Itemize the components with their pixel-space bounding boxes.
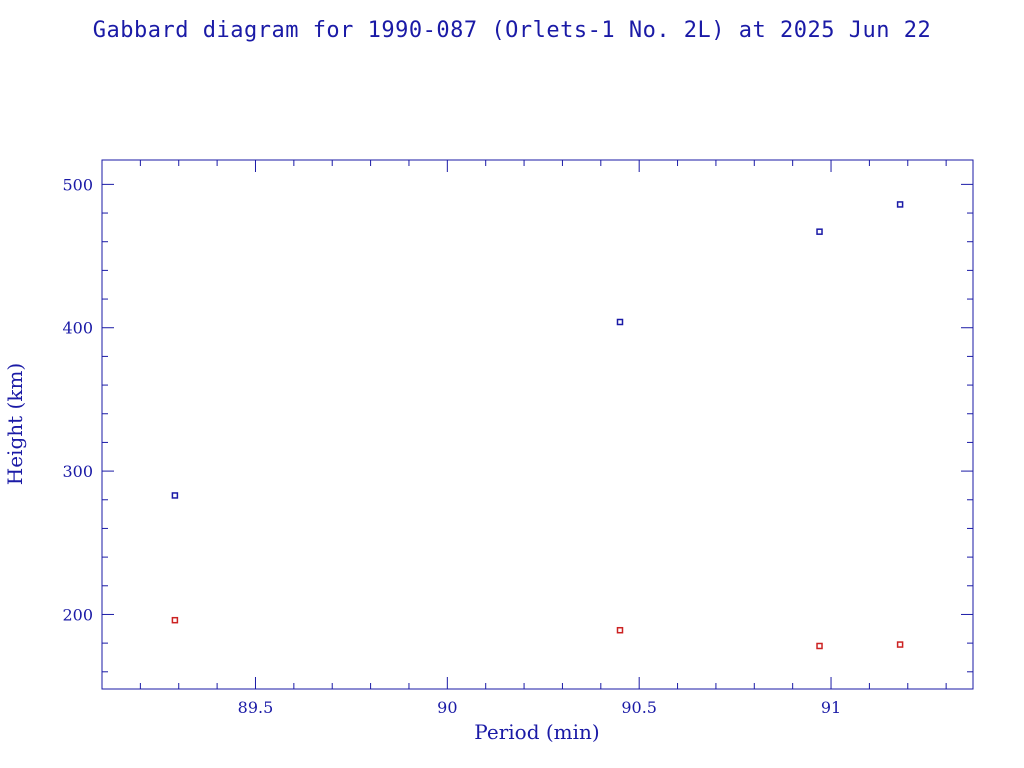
y-tick-label: 500	[62, 175, 93, 194]
y-tick-label: 200	[62, 605, 93, 624]
plot-frame	[101, 159, 974, 690]
axis-ticks	[101, 160, 973, 689]
apogee-point	[616, 318, 624, 326]
apogee-point	[816, 228, 823, 235]
perigee-point	[816, 642, 823, 650]
perigee-point	[171, 616, 179, 624]
x-axis-label: Period (min)	[474, 720, 599, 744]
x-tick-label: 90	[437, 698, 457, 717]
y-axis-label: Height (km)	[3, 363, 27, 485]
x-tick-label: 90.5	[621, 698, 657, 717]
x-tick-label: 89.5	[238, 698, 274, 717]
y-tick-label: 400	[62, 319, 93, 338]
axis-tick-labels: 89.5 90 90.5 91 200 300 400 500	[62, 175, 841, 717]
apogee-point	[896, 201, 904, 208]
data-points	[171, 201, 904, 650]
perigee-point	[616, 626, 624, 634]
perigee-point	[896, 641, 904, 648]
apogee-point	[171, 492, 179, 499]
x-tick-label: 91	[821, 698, 841, 717]
y-tick-label: 300	[62, 462, 93, 481]
chart-title: Gabbard diagram for 1990-087 (Orlets-1 N…	[93, 18, 931, 43]
